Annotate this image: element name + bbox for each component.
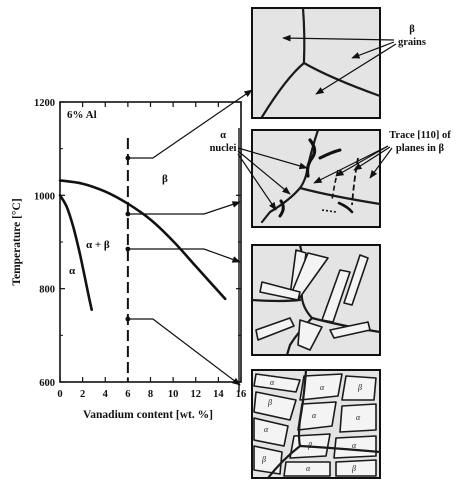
arrow bbox=[353, 146, 391, 171]
arrow bbox=[315, 43, 397, 95]
annotation-trace: Trace [110] of planes in β bbox=[313, 130, 451, 184]
arrow bbox=[237, 150, 291, 195]
grain-boundary bbox=[260, 128, 320, 224]
trace-label-line2: planes in β bbox=[396, 143, 445, 154]
alpha-nucleus bbox=[278, 199, 285, 218]
y-tick-label: 1200 bbox=[34, 98, 55, 109]
annotation-alpha-nuclei: α nuclei bbox=[210, 130, 308, 211]
alpha-colony bbox=[339, 403, 377, 433]
x-axis: 0 2 4 6 8 10 12 14 16 bbox=[57, 102, 246, 400]
cooling-point-connector bbox=[127, 201, 241, 215]
alpha-plate bbox=[343, 254, 369, 306]
alpha-colony bbox=[253, 445, 283, 475]
grain-boundary bbox=[298, 186, 382, 206]
x-tick-label: 12 bbox=[191, 389, 202, 400]
composition-label: 6% Al bbox=[67, 109, 97, 121]
alpha-label: α bbox=[306, 464, 311, 473]
arrow bbox=[313, 145, 389, 184]
phase-label-alpha-beta: α + β bbox=[86, 239, 110, 251]
panel-beta-grains bbox=[251, 6, 382, 119]
phase-diagram: 1200 1000 800 600 0 2 4 6 8 10 12 14 16 Temperature… bbox=[11, 89, 253, 421]
grain-boundary bbox=[298, 444, 382, 454]
x-tick-label: 6 bbox=[125, 389, 130, 400]
arrow bbox=[351, 41, 395, 59]
phase-boundaries bbox=[58, 179, 227, 311]
alpha-colony bbox=[253, 391, 297, 421]
phase-label-beta: β bbox=[162, 173, 168, 185]
alpha-nucleus bbox=[305, 138, 317, 178]
beta-label: β bbox=[261, 455, 266, 464]
x-axis-title: Vanadium content [wt. %] bbox=[83, 409, 213, 421]
beta-label: β bbox=[351, 464, 356, 473]
beta-label: β bbox=[357, 383, 362, 392]
y-axis-title: Temperature [°C] bbox=[11, 198, 23, 285]
phase-label-alpha: α bbox=[69, 265, 76, 277]
cooling-path bbox=[125, 89, 253, 386]
alpha-label: α bbox=[264, 425, 269, 434]
arrow bbox=[369, 147, 393, 179]
grain-boundary bbox=[310, 316, 382, 334]
arrow bbox=[237, 147, 308, 170]
alpha-colony bbox=[333, 435, 377, 459]
alpha-plate bbox=[329, 321, 371, 339]
alpha-plate bbox=[297, 319, 323, 351]
alpha-plate bbox=[255, 317, 295, 341]
alpha-nucleus bbox=[337, 201, 354, 214]
annotation-beta-grains: β grains bbox=[282, 24, 426, 95]
panel-widmanstatten: α β α β α α α β α β α β bbox=[251, 368, 382, 480]
grain-boundary bbox=[250, 298, 302, 303]
alpha-label: α bbox=[270, 378, 275, 387]
beta-grains-label-line2: grains bbox=[398, 37, 426, 48]
alpha-colony bbox=[283, 461, 331, 477]
trace-label-line1: Trace [110] of bbox=[389, 130, 451, 141]
y-tick-label: 1000 bbox=[34, 191, 55, 202]
cooling-point-connector bbox=[127, 318, 241, 386]
x-tick-label: 0 bbox=[57, 389, 62, 400]
cooling-point-connector bbox=[127, 248, 241, 263]
alpha-colony bbox=[297, 401, 337, 431]
alpha-colony bbox=[335, 459, 377, 477]
plot-frame bbox=[59, 101, 242, 383]
x-tick-label: 4 bbox=[103, 389, 109, 400]
alpha-solvus-curve bbox=[58, 194, 93, 311]
beta-label: β bbox=[307, 441, 312, 450]
alpha-colony bbox=[253, 373, 301, 393]
arrow bbox=[282, 34, 395, 42]
grain-boundary bbox=[266, 368, 308, 480]
beta-label: β bbox=[267, 398, 272, 407]
x-tick-label: 16 bbox=[236, 389, 247, 400]
y-tick-label: 800 bbox=[39, 285, 55, 296]
panel-alpha-plates bbox=[250, 243, 382, 357]
beta-grains-label-line1: β bbox=[409, 24, 415, 35]
alpha-nucleus bbox=[318, 148, 342, 160]
alpha-label: α bbox=[320, 383, 325, 392]
alpha-nuclei-label-line1: α bbox=[220, 130, 226, 141]
alpha-colony bbox=[341, 375, 377, 401]
alpha-label: α bbox=[356, 413, 361, 422]
arrow bbox=[335, 145, 389, 177]
arrow bbox=[237, 153, 277, 211]
x-tick-label: 2 bbox=[80, 389, 85, 400]
y-tick-label: 600 bbox=[39, 378, 55, 389]
alpha-nuclei-label-line2: nuclei bbox=[210, 143, 237, 154]
x-tick-label: 14 bbox=[213, 389, 224, 400]
alpha-label: α bbox=[352, 441, 357, 450]
x-tick-label: 8 bbox=[148, 389, 153, 400]
x-tick-label: 10 bbox=[168, 389, 179, 400]
alpha-colony bbox=[299, 373, 343, 401]
cooling-point-connector bbox=[127, 89, 253, 159]
grain-boundary bbox=[302, 61, 382, 98]
alpha-label: α bbox=[312, 411, 317, 420]
alpha-plate bbox=[259, 281, 301, 301]
alpha-colony bbox=[253, 417, 289, 447]
beta-transus-curve bbox=[58, 179, 227, 301]
alpha-plate bbox=[321, 269, 351, 323]
